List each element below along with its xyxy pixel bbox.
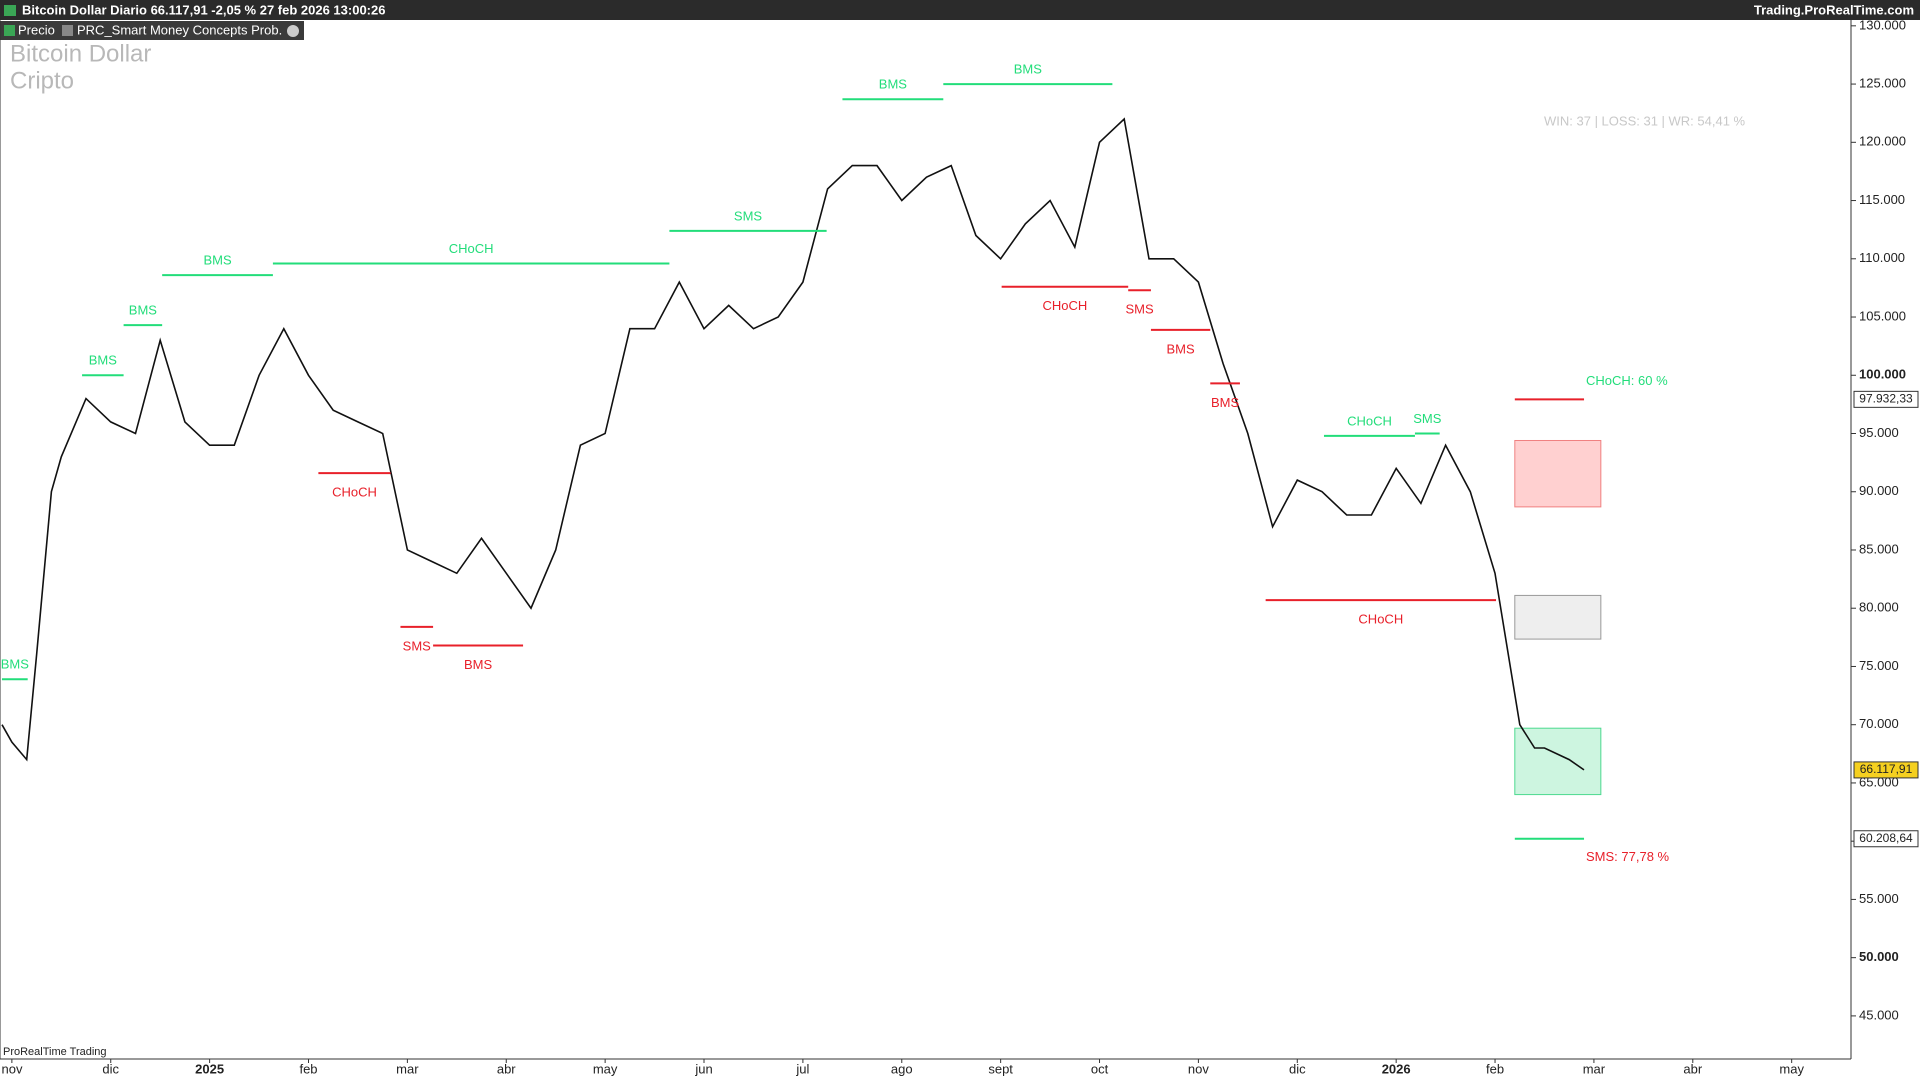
structure-label: BMS (464, 657, 493, 672)
y-tick-label: 80.000 (1859, 600, 1899, 615)
x-tick-label: ago (891, 1061, 913, 1076)
close-button[interactable] (287, 25, 299, 37)
price-line (1, 117, 1585, 771)
y-tick-label: 120.000 (1859, 134, 1906, 149)
legend-swatch (62, 25, 73, 36)
structure-label: BMS (89, 353, 118, 368)
y-tick-label: 130.000 (1859, 17, 1906, 32)
structure-label: BMS (129, 303, 158, 318)
x-tick-label: oct (1091, 1061, 1109, 1076)
y-tick-label: 105.000 (1859, 308, 1906, 323)
x-tick-label: mar (396, 1061, 419, 1076)
y-tick-label: 55.000 (1859, 891, 1899, 906)
y-tick-label: 85.000 (1859, 541, 1899, 556)
structure-label: SMS (1125, 302, 1154, 317)
x-tick-label: may (593, 1061, 618, 1076)
y-tick-label: 100.000 (1859, 367, 1906, 382)
x-tick-label: abr (1683, 1061, 1702, 1076)
x-tick-label: nov (2, 1061, 23, 1076)
x-tick-label: mar (1583, 1061, 1606, 1076)
x-tick-label: 2025 (195, 1061, 224, 1076)
x-tick-label: dic (102, 1061, 119, 1076)
header-site: Trading.ProRealTime.com (1754, 2, 1914, 17)
structure-label: CHoCH (1347, 413, 1392, 428)
x-tick-label: nov (1188, 1061, 1209, 1076)
target-label: CHoCH: 60 % (1586, 373, 1668, 388)
watermark: Bitcoin Dollar (10, 40, 151, 67)
y-tick-label: 95.000 (1859, 425, 1899, 440)
structure-label: CHoCH (449, 241, 494, 256)
y-tick-label: 110.000 (1859, 250, 1905, 265)
y-tick-label: 90.000 (1859, 483, 1899, 498)
structure-label: CHoCH (332, 485, 377, 500)
structure-label: BMS (1211, 395, 1240, 410)
stats: WIN: 37 | LOSS: 31 | WR: 54,41 % (1544, 113, 1746, 128)
logo (4, 5, 16, 16)
structure-label: CHoCH (1358, 612, 1403, 627)
y-tick-label: 50.000 (1859, 949, 1899, 964)
structure-label: BMS (879, 77, 908, 92)
x-tick-label: abr (497, 1061, 516, 1076)
header-title: Bitcoin Dollar Diario 66.117,91 -2,05 % … (22, 2, 385, 17)
legend-swatch (4, 25, 15, 36)
price-tag-label: 97.932,33 (1859, 392, 1913, 406)
zone-box (1514, 594, 1602, 640)
watermark: Cripto (10, 67, 74, 94)
structure-label: CHoCH (1043, 298, 1088, 313)
footer: ProRealTime Trading (3, 1046, 107, 1058)
structure-label: BMS (203, 253, 232, 268)
legend-indicator[interactable]: PRC_Smart Money Concepts Prob. (77, 22, 282, 37)
x-tick-label: feb (1486, 1061, 1504, 1076)
structure-label: SMS (1413, 411, 1442, 426)
structure-label: BMS (1167, 341, 1196, 356)
price-tag (1853, 390, 1919, 408)
x-tick-label: jun (694, 1061, 712, 1076)
x-tick-label: feb (299, 1061, 317, 1076)
y-tick-label: 75.000 (1859, 658, 1899, 673)
x-tick-label: may (1779, 1061, 1804, 1076)
x-tick-label: jul (795, 1061, 809, 1076)
legend-series[interactable]: Precio (18, 22, 55, 37)
y-tick-label: 45.000 (1859, 1007, 1899, 1022)
structure-label: SMS (403, 638, 432, 653)
y-tick-label: 115.000 (1859, 192, 1905, 207)
price-tag-label: 60.208,64 (1859, 831, 1913, 845)
structure-label: BMS (1014, 62, 1043, 77)
structure-label: BMS (1, 657, 30, 672)
price-tag-label: 66.117,91 (1860, 762, 1913, 776)
x-tick-label: sept (988, 1061, 1013, 1076)
price-tag (1853, 830, 1919, 848)
y-tick-label: 125.000 (1859, 76, 1906, 91)
x-tick-label: 2026 (1382, 1061, 1411, 1076)
zone-box (1514, 439, 1602, 508)
y-tick-label: 70.000 (1859, 716, 1899, 731)
structure-label: SMS (734, 208, 763, 223)
x-tick-label: dic (1289, 1061, 1306, 1076)
header-bar (0, 0, 1920, 20)
price-tag (1853, 761, 1919, 779)
target-label: SMS: 77,78 % (1586, 849, 1670, 864)
legend-bar (0, 21, 304, 40)
